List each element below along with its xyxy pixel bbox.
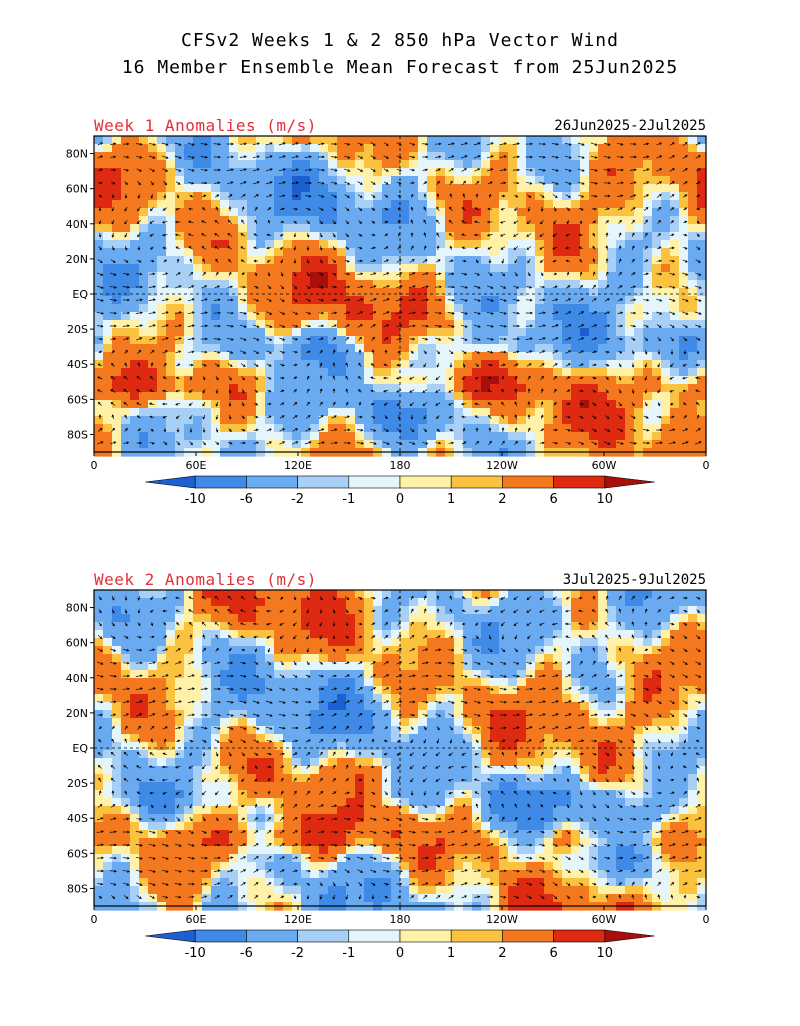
week1-y-tick-label: 60N — [66, 183, 88, 196]
week2-x-tick-label: 180 — [390, 913, 411, 926]
week1-x-tick-label: 180 — [390, 459, 411, 472]
week2-colorbar-tick-label: 6 — [549, 946, 557, 961]
week1-y-tick-label: EQ — [72, 288, 88, 301]
week1-y-tick-label: 20N — [66, 253, 88, 266]
week2-y-tick-label: EQ — [72, 742, 88, 755]
week1-y-tick-label: 40S — [67, 358, 88, 371]
week1-x-tick-label: 0 — [91, 459, 98, 472]
week2-colorbar-tick-label: -2 — [291, 946, 304, 961]
week2-x-tick-label: 120W — [486, 913, 518, 926]
week1-panel: Week 1 Anomalies (m/s) 26Jun2025-2Jul202… — [0, 112, 800, 572]
week2-panel: Week 2 Anomalies (m/s) 3Jul2025-9Jul2025… — [0, 566, 800, 1026]
week2-colorbar-tick-label: -1 — [342, 946, 355, 961]
week1-y-tick-label: 80S — [67, 428, 88, 441]
week2-x-tick-label: 60E — [186, 913, 207, 926]
week1-colorbar-tick-label: -10 — [185, 492, 206, 507]
week2-x-tick-label: 120E — [284, 913, 312, 926]
week1-x-tick-label: 120W — [486, 459, 518, 472]
week2-y-tick-label: 60S — [67, 847, 88, 860]
week2-colorbar-tick-label: 0 — [396, 946, 404, 961]
week2-x-tick-label: 60W — [592, 913, 617, 926]
week2-colorbar-tick-label: 2 — [498, 946, 506, 961]
week1-colorbar-tick-label: 10 — [597, 492, 614, 507]
week2-y-tick-label: 40S — [67, 812, 88, 825]
chart-title-line2: 16 Member Ensemble Mean Forecast from 25… — [0, 57, 800, 78]
week2-y-tick-label: 80S — [67, 882, 88, 895]
week1-y-tick-label: 20S — [67, 323, 88, 336]
week1-colorbar-tick-label: -1 — [342, 492, 355, 507]
week2-y-tick-label: 80N — [66, 602, 88, 615]
week2-colorbar-tick-label: 10 — [597, 946, 614, 961]
week1-colorbar-tick-label: 2 — [498, 492, 506, 507]
week2-x-tick-label: 0 — [91, 913, 98, 926]
chart-title-line1: CFSv2 Weeks 1 & 2 850 hPa Vector Wind — [0, 30, 800, 51]
week2-x-tick-label: 0 — [703, 913, 710, 926]
week1-x-tick-label: 60W — [592, 459, 617, 472]
week1-x-tick-label: 0 — [703, 459, 710, 472]
week1-x-tick-label: 120E — [284, 459, 312, 472]
week2-y-tick-label: 40N — [66, 672, 88, 685]
week2-y-tick-label: 20N — [66, 707, 88, 720]
week1-y-tick-label: 40N — [66, 218, 88, 231]
week1-y-tick-label: 80N — [66, 148, 88, 161]
week2-colorbar-tick-label: 1 — [447, 946, 455, 961]
week1-x-tick-label: 60E — [186, 459, 207, 472]
week2-y-tick-label: 20S — [67, 777, 88, 790]
week1-colorbar-tick-label: 0 — [396, 492, 404, 507]
week1-colorbar-tick-label: -2 — [291, 492, 304, 507]
week2-colorbar-tick-label: -10 — [185, 946, 206, 961]
week1-y-tick-label: 60S — [67, 393, 88, 406]
week1-colorbar-tick-label: 6 — [549, 492, 557, 507]
week1-colorbar-tick-label: 1 — [447, 492, 455, 507]
week2-colorbar-tick-label: -6 — [240, 946, 253, 961]
week2-y-tick-label: 60N — [66, 637, 88, 650]
week1-colorbar-tick-label: -6 — [240, 492, 253, 507]
